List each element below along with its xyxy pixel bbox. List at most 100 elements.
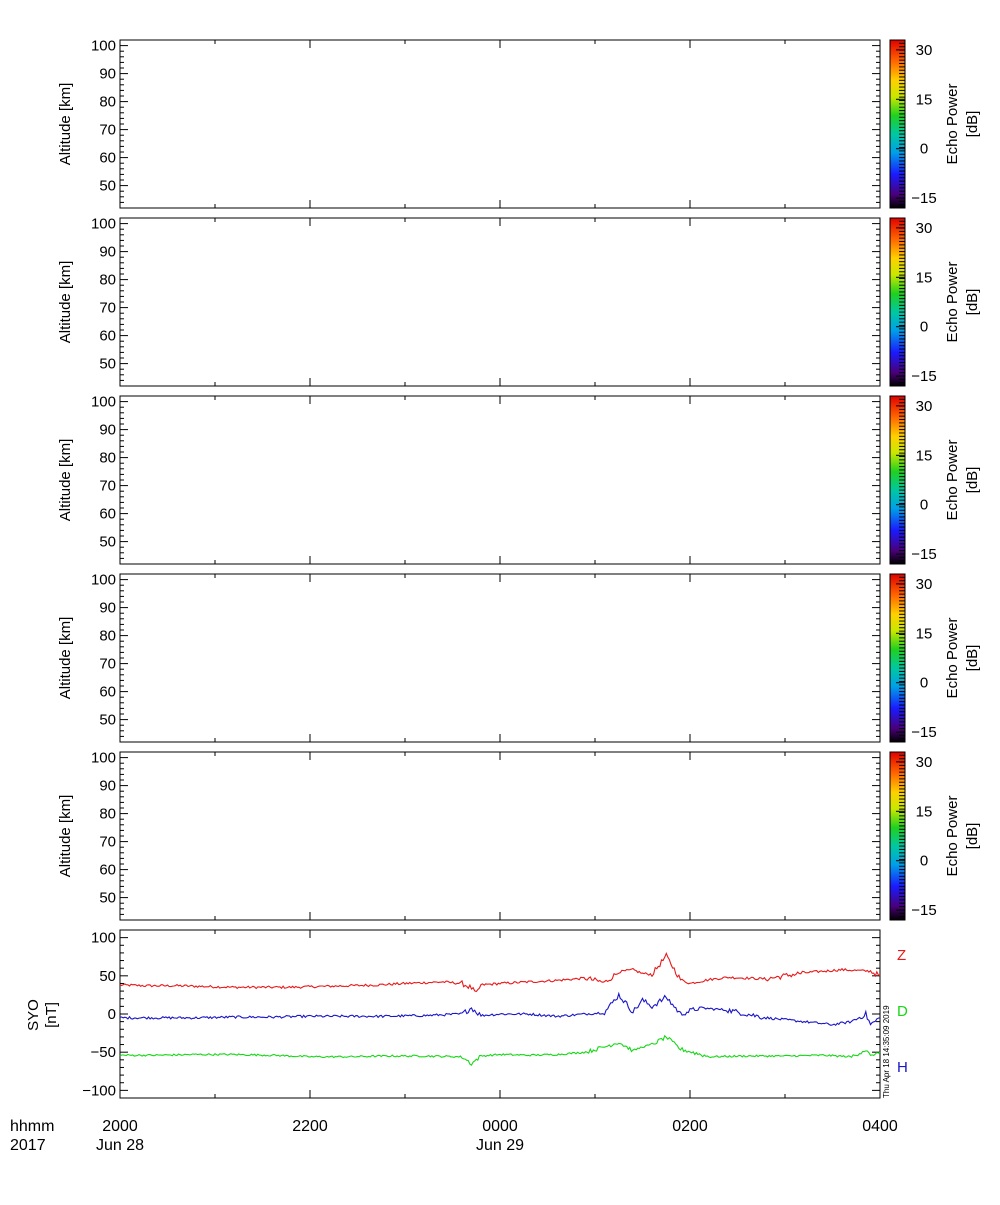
echo-plot-area	[119, 751, 881, 921]
altitude-ticks: 50 60 70 80 90 100	[91, 750, 880, 921]
altitude-tick-label: 90	[99, 66, 116, 83]
altitude-tick-label: 100	[91, 394, 116, 411]
altitude-tick-label: 60	[99, 862, 116, 879]
colorbar-tick-label: −15	[911, 546, 936, 563]
altitude-ticks: 50 60 70 80 90 100	[91, 572, 880, 743]
magnetometer-tick-label: 100	[91, 930, 116, 947]
altitude-tick-label: 90	[99, 244, 116, 261]
echo-panel-1: Altitude [km] 50 60 70 80 90 100 30 15 0 −15 Ech…	[57, 38, 981, 209]
time-axis: hhmm 2017 2000 Jun 28 2200 0000 Jun 29 0200 04…	[10, 1118, 898, 1154]
altitude-tick-label: 70	[99, 300, 116, 317]
time-tickmarks	[119, 218, 881, 386]
echo-panel-2: Altitude [km] 50 60 70 80 90 100 30 15 0 −15 Ech…	[57, 216, 981, 387]
altitude-tick-label: 50	[99, 890, 116, 907]
colorbar-label-line2: [dB]	[964, 645, 981, 672]
echo-panel-3: Altitude [km] 50 60 70 80 90 100 30 15 0 −15 Ech…	[57, 394, 981, 565]
magnetometer-tick-label: 0	[108, 1006, 116, 1023]
series-label-d: D	[897, 1003, 908, 1020]
altitude-tick-label: 90	[99, 600, 116, 617]
colorbar-tick-label: 0	[920, 319, 928, 336]
magnetometer-label-line1: SYO	[25, 999, 42, 1031]
magnetometer-ticks: 100 50 0 −50 −100	[82, 929, 880, 1099]
series-line-z	[119, 951, 881, 993]
colorbar-tick-label: 15	[916, 625, 933, 642]
colorbar-ticks: 30 15 0 −15	[896, 217, 937, 387]
altitude-tick-label: 70	[99, 478, 116, 495]
altitude-tick-label: 100	[91, 750, 116, 767]
colorbar-tick-label: 15	[916, 803, 933, 820]
altitude-tick-label: 70	[99, 834, 116, 851]
colorbar-tick-label: 0	[920, 675, 928, 692]
magnetometer-panel: SYO [nT] 100 50 0 −50 −100 Z D H Thu Apr 18 …	[25, 929, 908, 1099]
colorbar-label-line1: Echo Power	[944, 262, 961, 343]
altitude-tick-label: 80	[99, 272, 116, 289]
colorbar-label-line2: [dB]	[964, 823, 981, 850]
colorbar-ticks: 30 15 0 −15	[896, 395, 937, 565]
altitude-axis-label: Altitude [km]	[57, 261, 74, 344]
colorbar-tick-label: 15	[916, 91, 933, 108]
altitude-ticks: 50 60 70 80 90 100	[91, 216, 880, 387]
altitude-tick-label: 60	[99, 328, 116, 345]
time-tickmarks	[119, 752, 881, 920]
colorbar-tick-label: 30	[916, 754, 933, 771]
colorbar-tick-label: −15	[911, 724, 936, 741]
colorbar-tick-label: 30	[916, 398, 933, 415]
echo-plot-area	[119, 573, 881, 743]
altitude-tick-label: 70	[99, 656, 116, 673]
altitude-tick-label: 60	[99, 684, 116, 701]
echo-plot-area	[119, 39, 881, 209]
altitude-tick-label: 80	[99, 450, 116, 467]
series-line-d	[119, 991, 881, 1027]
colorbar-tick-label: −15	[911, 190, 936, 207]
echo-panel-5: Altitude [km] 50 60 70 80 90 100 30 15 0 −15 Ech…	[57, 750, 981, 921]
series-line-h	[119, 1034, 881, 1066]
colorbar-tick-label: 0	[920, 853, 928, 870]
magnetometer-tick-label: −100	[82, 1082, 116, 1099]
colorbar-label-line1: Echo Power	[944, 84, 961, 165]
colorbar-label-line1: Echo Power	[944, 440, 961, 521]
altitude-tick-label: 80	[99, 94, 116, 111]
altitude-tick-label: 90	[99, 778, 116, 795]
time-tick-label: 2200	[292, 1118, 328, 1135]
time-tickmarks	[119, 574, 881, 742]
colorbar-tick-label: 15	[916, 447, 933, 464]
altitude-axis-label: Altitude [km]	[57, 439, 74, 522]
colorbar-tick-label: 30	[916, 42, 933, 59]
series-label-h: H	[897, 1059, 908, 1076]
altitude-tick-label: 50	[99, 178, 116, 195]
colorbar-label-line1: Echo Power	[944, 796, 961, 877]
timestamp: Thu Apr 18 14:35:09 2019	[882, 1005, 891, 1098]
altitude-tick-label: 70	[99, 122, 116, 139]
time-tickmarks	[119, 930, 881, 1098]
date-tick-label: Jun 29	[476, 1137, 524, 1154]
altitude-tick-label: 80	[99, 628, 116, 645]
colorbar-ticks: 30 15 0 −15	[896, 39, 937, 209]
time-tick-labels: 2000 Jun 28 2200 0000 Jun 29 0200 0400	[96, 1118, 898, 1154]
altitude-tick-label: 100	[91, 38, 116, 55]
echo-panel-4: Altitude [km] 50 60 70 80 90 100 30 15 0 −15 Ech…	[57, 572, 981, 743]
magnetometer-tick-label: −50	[91, 1044, 116, 1061]
time-tick-label: 0200	[672, 1118, 708, 1135]
magnetometer-series	[119, 951, 881, 1066]
colorbar-ticks: 30 15 0 −15	[896, 573, 937, 743]
row-label-hhmm: hhmm	[10, 1118, 54, 1135]
colorbar-label-line2: [dB]	[964, 111, 981, 138]
time-tick-label: 0400	[862, 1118, 898, 1135]
magnetometer-tick-label: 50	[99, 968, 116, 985]
echo-plot-area	[119, 395, 881, 565]
colorbar-tick-label: −15	[911, 368, 936, 385]
time-tickmarks	[119, 40, 881, 208]
magnetometer-label-line2: [nT]	[43, 1002, 60, 1028]
colorbar-tick-label: 30	[916, 220, 933, 237]
colorbar-tick-label: 15	[916, 269, 933, 286]
series-label-z: Z	[897, 947, 906, 964]
altitude-axis-label: Altitude [km]	[57, 795, 74, 878]
altitude-tick-label: 50	[99, 712, 116, 729]
colorbar-ticks: 30 15 0 −15	[896, 751, 937, 921]
altitude-tick-label: 50	[99, 534, 116, 551]
date-tick-label: Jun 28	[96, 1137, 144, 1154]
colorbar-tick-label: 0	[920, 141, 928, 158]
row-label-year: 2017	[10, 1137, 46, 1154]
altitude-ticks: 50 60 70 80 90 100	[91, 394, 880, 565]
colorbar-tick-label: 0	[920, 497, 928, 514]
